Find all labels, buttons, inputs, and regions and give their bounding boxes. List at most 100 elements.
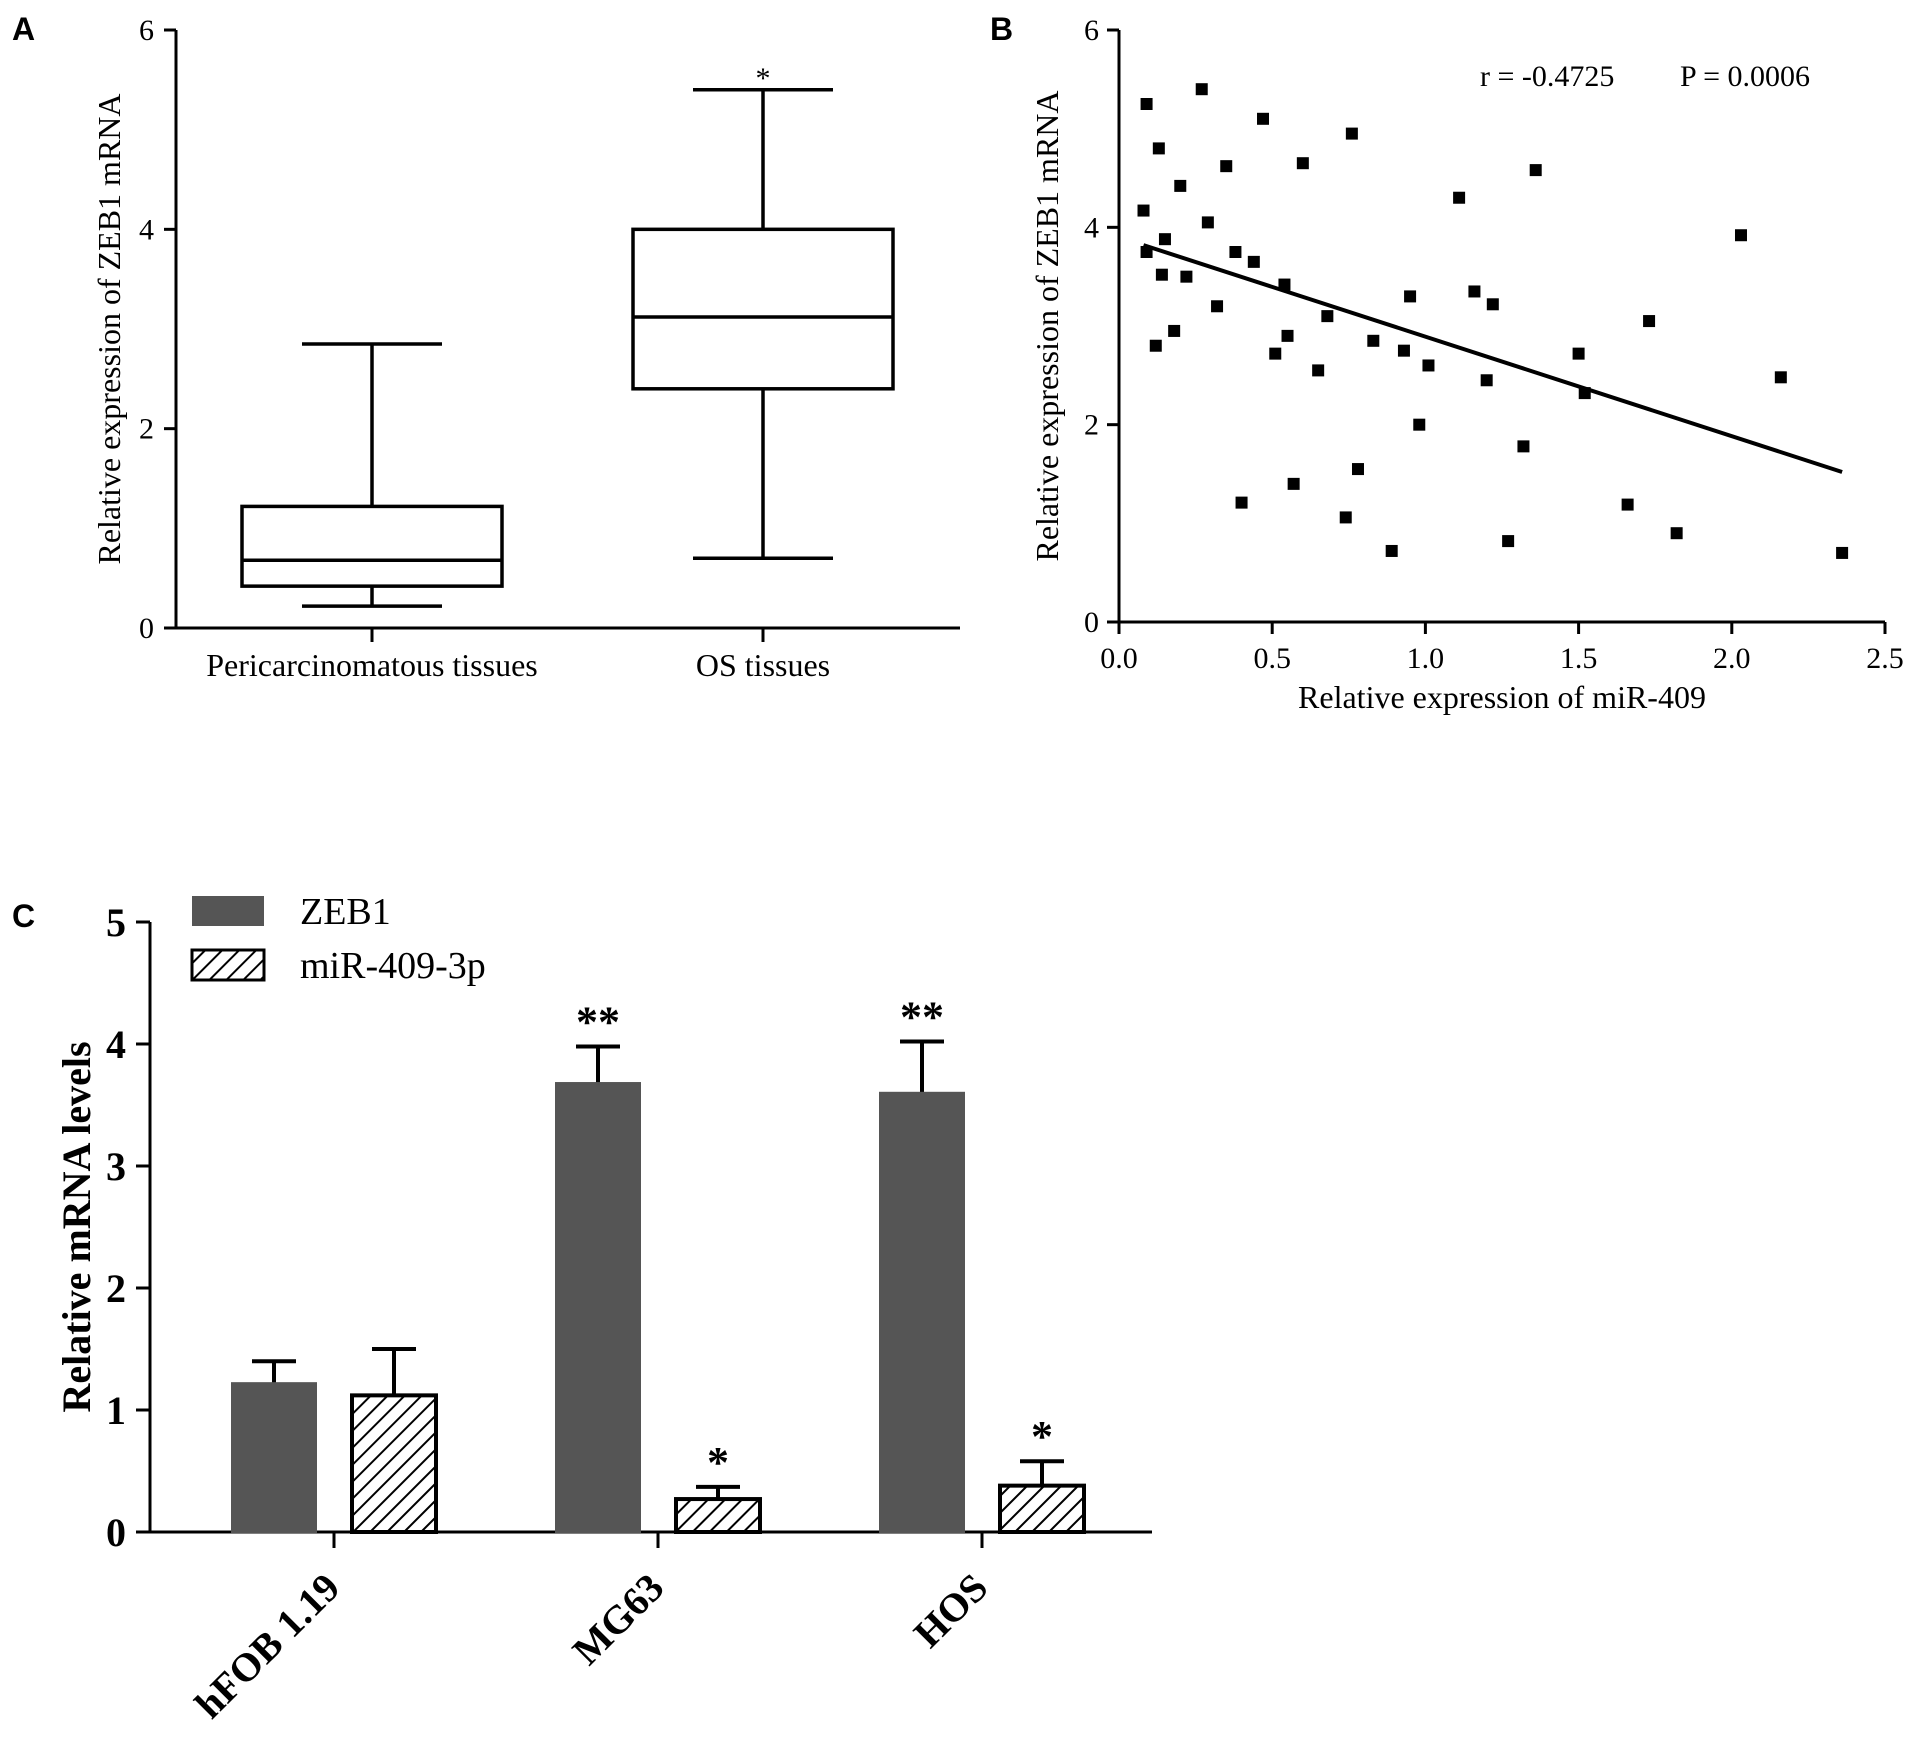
- x-category-label: MG63: [564, 1565, 673, 1674]
- scatter-point: [1529, 164, 1542, 177]
- scatter-point: [1397, 344, 1410, 357]
- scatter-point: [1351, 463, 1364, 476]
- box-iqr: [240, 504, 504, 588]
- scatter-point: [1152, 142, 1165, 155]
- scatter-point: [1480, 374, 1493, 387]
- scatter-point: [1502, 535, 1515, 548]
- scatter-point: [1404, 290, 1417, 303]
- y-tick-label: 6: [139, 14, 154, 47]
- scatter-point: [1643, 315, 1656, 328]
- regression-line: [1142, 243, 1843, 474]
- scatter-point: [1296, 157, 1309, 170]
- bar-zeb1: [555, 1082, 641, 1534]
- scatter-point: [1269, 347, 1282, 360]
- scatter-point: [1774, 371, 1787, 384]
- scatter-point: [1180, 270, 1193, 283]
- scatter-point: [1287, 477, 1300, 490]
- scatter-point: [1168, 324, 1181, 337]
- scatter-point: [1321, 310, 1334, 323]
- scatter-point: [1517, 440, 1530, 453]
- panel-b-scatter: B 0 2 4 6 0.0 0.5 1.0 1.5 2.0 2.5 Relative express…: [990, 11, 1904, 715]
- scatter-point: [1229, 246, 1242, 258]
- y-tick-label: 6: [1084, 14, 1099, 47]
- x-category-label: Pericarcinomatous tissues: [206, 647, 537, 683]
- scatter-point: [1235, 496, 1248, 509]
- y-axis-title: Relative expression of ZEB1 mRNA: [1029, 90, 1065, 561]
- x-category-label: OS tissues: [696, 647, 830, 683]
- panel-a-boxplot: A 0 2 4 6 Relative expression of ZEB1 mRNA P…: [12, 11, 960, 683]
- significance-marker: **: [900, 993, 944, 1042]
- x-tick-label: 0.0: [1100, 642, 1138, 675]
- scatter-point: [1281, 329, 1294, 342]
- scatter-point: [1158, 233, 1171, 246]
- y-axis-title: Relative expression of ZEB1 mRNA: [91, 93, 127, 564]
- y-axis-title: Relative mRNA levels: [54, 1041, 99, 1412]
- scatter-point: [1201, 216, 1214, 229]
- significance-marker: *: [707, 1438, 729, 1487]
- significance-marker: **: [576, 997, 620, 1046]
- scatter-point: [1278, 278, 1291, 291]
- scatter-point: [1453, 191, 1466, 204]
- significance-marker: *: [756, 62, 771, 95]
- scatter-point: [1578, 387, 1591, 400]
- correlation-r-label: r = -0.4725: [1480, 60, 1614, 93]
- bar-zeb1: [879, 1091, 965, 1534]
- legend-label: ZEB1: [300, 891, 391, 933]
- box-iqr: [631, 227, 895, 391]
- scatter-point: [1367, 334, 1380, 347]
- y-tick-label: 5: [106, 900, 126, 945]
- y-tick-label: 2: [139, 413, 154, 446]
- scatter-point: [1257, 112, 1270, 125]
- scatter-point: [1345, 127, 1358, 140]
- y-tick-label: 0: [139, 612, 154, 645]
- scatter-point: [1670, 527, 1683, 540]
- scatter-point: [1140, 246, 1153, 258]
- significance-marker: *: [1031, 1412, 1053, 1461]
- scatter-point: [1195, 83, 1208, 96]
- scatter-point: [1339, 511, 1352, 524]
- scatter-point: [1486, 298, 1499, 311]
- x-tick-label: 2.5: [1866, 642, 1904, 675]
- y-tick-label: 4: [106, 1022, 126, 1067]
- x-tick-label: 1.0: [1407, 642, 1445, 675]
- scatter-point: [1140, 98, 1153, 110]
- scatter-point: [1155, 268, 1168, 281]
- scatter-point: [1149, 339, 1162, 352]
- scatter-point: [1247, 255, 1260, 268]
- scatter-point: [1422, 359, 1435, 372]
- scatter-point: [1385, 544, 1398, 557]
- y-tick-label: 0: [1084, 606, 1099, 639]
- panel-c-barchart: C 0 1 2 3 4 5 Relative mRNA levels hFOB 1.19 MG…: [12, 891, 1152, 1727]
- panel-label-b: B: [990, 11, 1013, 47]
- bar-zeb1: [231, 1382, 317, 1534]
- bar-mir-409-3p: [674, 1497, 762, 1535]
- panel-label-c: C: [12, 898, 35, 934]
- scatter-point: [1734, 229, 1747, 242]
- y-tick-label: 4: [139, 213, 154, 246]
- bar-mir-409-3p: [998, 1483, 1086, 1535]
- scatter-point: [1413, 418, 1426, 431]
- x-axis-title: Relative expression of miR-409: [1298, 679, 1706, 715]
- legend-label: miR-409-3p: [300, 945, 486, 987]
- scatter-point: [1468, 285, 1481, 298]
- y-tick-label: 2: [1084, 409, 1099, 442]
- legend-swatch-solid: [192, 896, 264, 926]
- scatter-point: [1572, 347, 1585, 360]
- panel-label-a: A: [12, 11, 35, 47]
- scatter-point: [1836, 546, 1849, 559]
- y-tick-label: 0: [106, 1510, 126, 1555]
- x-category-label: hFOB 1.19: [186, 1565, 348, 1727]
- scatter-point: [1220, 160, 1233, 173]
- x-tick-label: 2.0: [1713, 642, 1751, 675]
- scatter-point: [1211, 300, 1224, 313]
- x-tick-label: 1.5: [1560, 642, 1598, 675]
- scatter-point: [1312, 364, 1325, 377]
- x-category-label: HOS: [905, 1565, 997, 1657]
- x-tick-label: 0.5: [1253, 642, 1291, 675]
- legend-swatch-hatched: [190, 948, 266, 982]
- scatter-point: [1137, 204, 1150, 217]
- bar-mir-409-3p: [350, 1393, 438, 1534]
- y-tick-label: 1: [106, 1388, 126, 1433]
- scatter-point: [1174, 179, 1187, 192]
